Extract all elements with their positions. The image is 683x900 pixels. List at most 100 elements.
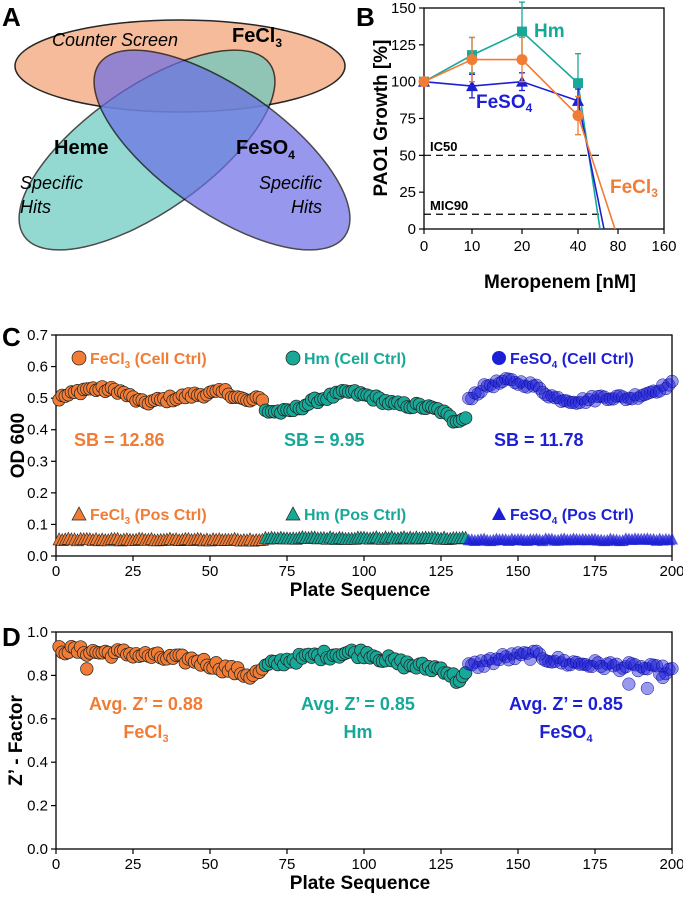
chart-d-group-label: FeCl3 bbox=[123, 722, 168, 745]
chart-b: 0 25 50 75 100 125 150 0 10 20 40 80 160 Meropenem [n… bbox=[371, 0, 677, 293]
chart-d-xlabel: Plate Sequence bbox=[290, 873, 430, 894]
chart-d-ylabel: Z’ - Factor bbox=[6, 695, 27, 786]
chart-c-xtick-label: 75 bbox=[279, 563, 296, 580]
chart-c-ylabel: OD 600 bbox=[8, 413, 29, 478]
chart-b-ytick-label: 150 bbox=[391, 0, 416, 17]
panel-b: B 0 25 50 75 100 125 150 0 10 20 40 80 160 Meropenem … bbox=[356, 0, 677, 293]
chart-d-xtick-label: 150 bbox=[505, 856, 530, 873]
chart-c-xtick-label: 125 bbox=[428, 563, 453, 580]
chart-d-xtick-label: 125 bbox=[428, 856, 453, 873]
chart-d-avg-label: Avg. Z’ = 0.88 bbox=[89, 694, 203, 714]
chart-b-xtick-label: 40 bbox=[570, 238, 587, 255]
chart-b-ytick-label: 50 bbox=[399, 147, 416, 164]
chart-d: 0.0 0.2 0.4 0.6 0.8 1.0 0 25 50 75 100 125 150 175 200… bbox=[6, 624, 683, 894]
chart-d-point bbox=[656, 671, 670, 685]
chart-d-avg-label: Avg. Z’ = 0.85 bbox=[301, 694, 415, 714]
chart-c-ytick-label: 0.6 bbox=[27, 359, 48, 376]
chart-c-ytick-label: 0.3 bbox=[27, 453, 48, 470]
chart-c-legend-marker bbox=[492, 351, 506, 365]
chart-d-xtick-label: 175 bbox=[582, 856, 607, 873]
chart-b-xtick-label: 10 bbox=[464, 238, 481, 255]
chart-d-xtick-label: 50 bbox=[202, 856, 219, 873]
chart-d-ytick-label: 0.8 bbox=[27, 667, 48, 684]
chart-c-legend-marker bbox=[71, 350, 87, 366]
chart-c-pos-ctrl-label: FeCl3 (Pos Ctrl) bbox=[90, 507, 207, 527]
chart-b-point bbox=[466, 80, 478, 92]
chart-d-xtick-label: 100 bbox=[351, 856, 376, 873]
chart-c-legend-marker bbox=[71, 506, 87, 521]
panel-letter-d: D bbox=[2, 622, 21, 652]
panel-letter-a: A bbox=[2, 2, 21, 32]
chart-b-xtick-label: 20 bbox=[514, 238, 531, 255]
chart-c-sb-label: SB = 11.78 bbox=[494, 430, 584, 450]
chart-d-xtick-label: 0 bbox=[52, 856, 60, 873]
chart-b-ytick-label: 0 bbox=[408, 221, 416, 238]
chart-b-ylabel: PAO1 Growth [%] bbox=[371, 40, 392, 197]
venn-label-heme-specific: Specific bbox=[20, 173, 83, 193]
panel-c: C 0.0 0.1 0.2 0.3 0.4 0.5 0.6 0.7 0 25 50 75 100 125 1… bbox=[2, 322, 683, 601]
chart-b-series-label: Hm bbox=[534, 21, 565, 42]
panel-letter-b: B bbox=[356, 2, 375, 32]
venn-label-heme-hits: Hits bbox=[20, 197, 51, 217]
chart-c-ytick-label: 0.7 bbox=[27, 327, 48, 344]
chart-d-ytick-label: 0.4 bbox=[27, 754, 48, 771]
chart-b-ytick-label: 75 bbox=[399, 111, 416, 128]
chart-c-xtick-label: 175 bbox=[582, 563, 607, 580]
chart-c: 0.0 0.1 0.2 0.3 0.4 0.5 0.6 0.7 0 25 50 75 100 125 150… bbox=[8, 327, 683, 601]
chart-b-point bbox=[418, 76, 430, 88]
chart-b-point bbox=[466, 54, 478, 66]
chart-b-series-label: FeCl3 bbox=[610, 177, 658, 200]
chart-c-sb-label: SB = 12.86 bbox=[74, 430, 165, 450]
chart-c-legend-marker bbox=[492, 507, 506, 520]
chart-b-xlabel: Meropenem [nM] bbox=[484, 272, 636, 293]
chart-c-xtick-label: 25 bbox=[125, 563, 142, 580]
chart-c-legend-marker bbox=[285, 506, 301, 521]
chart-c-xtick-label: 150 bbox=[505, 563, 530, 580]
chart-b-ref-label: MIC90 bbox=[430, 198, 468, 213]
chart-b-ref-label: IC50 bbox=[430, 139, 457, 154]
chart-b-series-label: FeSO4 bbox=[476, 92, 533, 115]
chart-d-xtick-label: 200 bbox=[659, 856, 683, 873]
chart-c-xlabel: Plate Sequence bbox=[290, 580, 430, 601]
chart-c-ytick-label: 0.4 bbox=[27, 422, 48, 439]
venn-label-feso4-hits: Hits bbox=[291, 197, 322, 217]
chart-b-ytick-label: 100 bbox=[391, 74, 416, 91]
chart-c-xtick-label: 0 bbox=[52, 563, 60, 580]
chart-d-avg-label: Avg. Z’ = 0.85 bbox=[509, 694, 623, 714]
chart-c-legend-marker bbox=[285, 350, 301, 366]
chart-b-point bbox=[572, 110, 584, 122]
venn-label-counter-screen: Counter Screen bbox=[52, 30, 178, 50]
chart-d-xtick-label: 75 bbox=[279, 856, 296, 873]
chart-d-group-label: FeSO4 bbox=[539, 722, 593, 745]
chart-d-point bbox=[622, 677, 636, 691]
venn-label-fecl3: FeCl3 bbox=[232, 25, 282, 50]
venn-feso4-ellipse bbox=[93, 49, 351, 251]
chart-b-ytick-label: 125 bbox=[391, 37, 416, 54]
chart-d-point bbox=[80, 662, 94, 676]
chart-d-ytick-label: 0.0 bbox=[27, 841, 48, 858]
chart-d-xtick-label: 25 bbox=[125, 856, 142, 873]
chart-d-ytick-label: 1.0 bbox=[27, 624, 48, 641]
chart-b-point bbox=[516, 54, 528, 66]
chart-c-ytick-label: 0.0 bbox=[27, 548, 48, 565]
chart-c-cell-ctrl-label: FeSO4 (Cell Ctrl) bbox=[510, 351, 634, 371]
chart-c-xtick-label: 100 bbox=[351, 563, 376, 580]
chart-b-point bbox=[517, 26, 527, 37]
chart-c-pos-ctrl-label: Hm (Pos Ctrl) bbox=[304, 507, 406, 524]
panel-letter-c: C bbox=[2, 322, 21, 352]
chart-d-group-label: Hm bbox=[343, 722, 372, 742]
chart-c-ytick-label: 0.1 bbox=[27, 516, 48, 533]
chart-b-point bbox=[573, 78, 583, 89]
chart-c-ytick-label: 0.5 bbox=[27, 390, 48, 407]
chart-d-point bbox=[640, 681, 654, 695]
panel-a: A Counter Screen FeCl3 Heme Specific Hit… bbox=[2, 2, 351, 251]
chart-d-ytick-label: 0.2 bbox=[27, 798, 48, 815]
chart-b-xtick-label: 160 bbox=[651, 238, 676, 255]
panel-d: D 0.0 0.2 0.4 0.6 0.8 1.0 0 25 50 75 100 125 150 175 2… bbox=[2, 622, 683, 894]
chart-c-cell-ctrl-point bbox=[458, 411, 473, 425]
chart-c-pos-ctrl-label: FeSO4 (Pos Ctrl) bbox=[510, 507, 634, 527]
chart-c-xtick-label: 50 bbox=[202, 563, 219, 580]
chart-c-cell-ctrl-label: Hm (Cell Ctrl) bbox=[304, 351, 406, 368]
chart-c-ytick-label: 0.2 bbox=[27, 485, 48, 502]
